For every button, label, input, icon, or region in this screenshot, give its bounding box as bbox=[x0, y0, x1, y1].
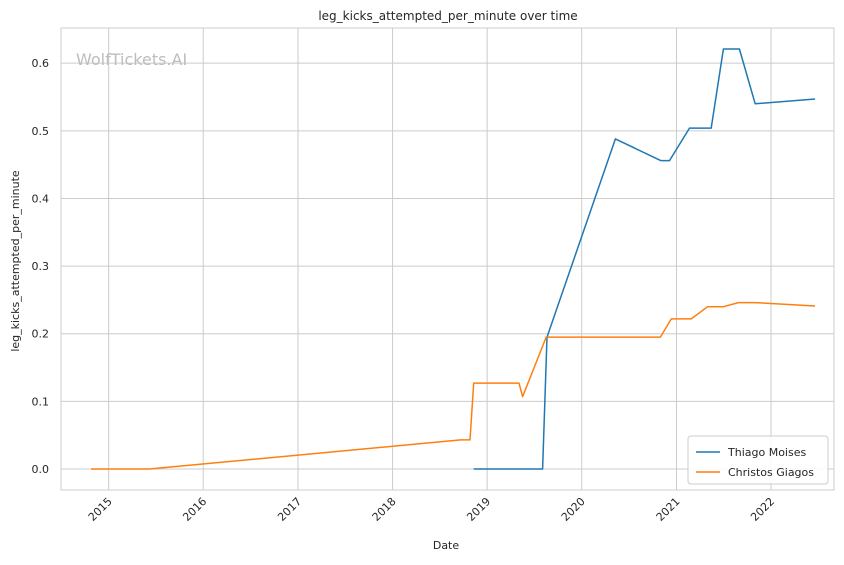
legend-label-christos-giagos: Christos Giagos bbox=[728, 466, 814, 479]
legend-box bbox=[687, 435, 829, 485]
grid-lines bbox=[61, 28, 834, 490]
y-tick-label: 0.5 bbox=[32, 125, 50, 138]
series-line-thiago-moises bbox=[473, 48, 816, 470]
x-axis-label: Date bbox=[433, 539, 460, 552]
y-tick-label: 0.4 bbox=[32, 192, 50, 205]
series-lines bbox=[91, 48, 816, 470]
chart-title: leg_kicks_attempted_per_minute over time bbox=[318, 9, 577, 23]
plot-frame bbox=[60, 27, 835, 491]
series-line-christos-giagos bbox=[91, 301, 816, 470]
y-tick-label: 0.0 bbox=[32, 463, 50, 476]
legend-label-thiago-moises: Thiago Moises bbox=[727, 446, 806, 459]
y-tick-label: 0.1 bbox=[32, 395, 50, 408]
y-tick-label: 0.3 bbox=[32, 260, 50, 273]
watermark: WolfTickets.AI bbox=[76, 50, 187, 69]
y-axis-label: leg_kicks_attempted_per_minute bbox=[9, 170, 22, 352]
y-tick-label: 0.2 bbox=[32, 328, 50, 341]
legend: Thiago Moises Christos Giagos bbox=[687, 435, 829, 485]
y-tick-label: 0.6 bbox=[32, 57, 50, 70]
